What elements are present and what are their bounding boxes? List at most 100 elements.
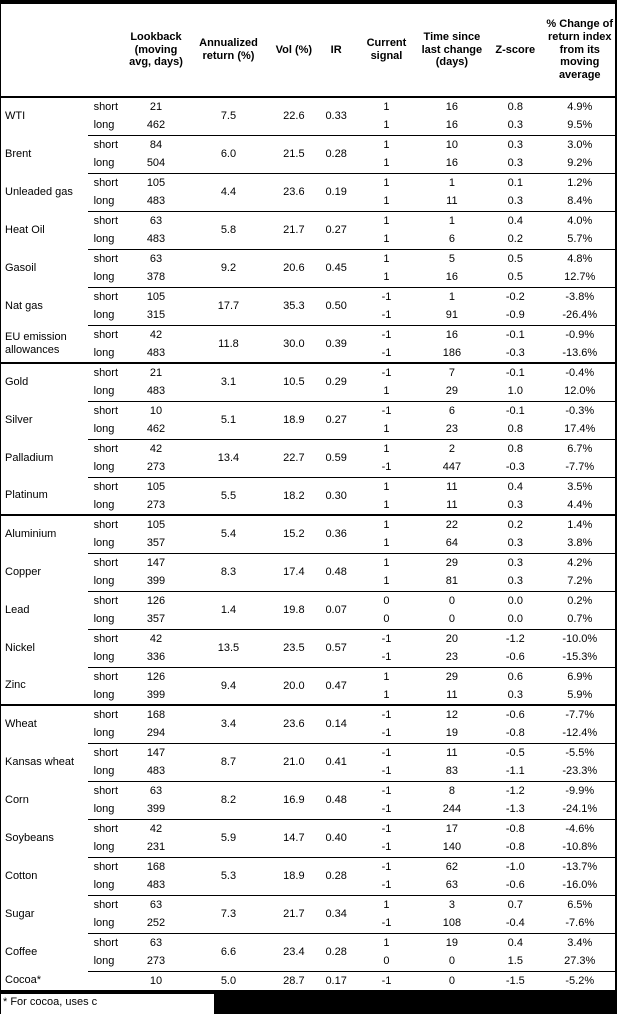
value-cell: 0 xyxy=(355,590,418,610)
value-cell: 483 xyxy=(146,765,166,778)
value-cell: 21.7 xyxy=(270,894,318,933)
value-cell: 19.8 xyxy=(270,590,318,629)
value-cell: -1.5 xyxy=(486,970,545,990)
value-cell: 0.34 xyxy=(317,894,356,933)
commodity-row: long 231 -1 140 -0.8 -10.8% xyxy=(1,838,615,857)
value-cell: 273 xyxy=(146,461,166,474)
value-cell: 1 xyxy=(355,96,418,116)
value-cell: 23.5 xyxy=(270,628,318,667)
commodity-row: long 273 1 11 0.3 4.4% xyxy=(1,496,615,515)
value-cell: 357 xyxy=(146,537,166,550)
value-cell: 12 xyxy=(417,704,487,724)
value-cell: 105 xyxy=(125,514,187,534)
commodity-name-cell: Zinc xyxy=(5,679,26,692)
value-cell: 0.33 xyxy=(317,96,356,135)
leg-cell: short xyxy=(87,362,126,382)
value-cell: 8 xyxy=(417,780,487,800)
commodity-name-cell: Platinum xyxy=(5,489,48,502)
value-cell: -10.0% xyxy=(544,628,615,648)
value-cell: 6 xyxy=(448,233,455,246)
value-cell: 5.4 xyxy=(186,514,271,553)
value-cell: -0.4% xyxy=(544,362,615,382)
commodity-name-cell: Corn xyxy=(5,793,29,806)
col-header-time-since: Time since last change (days) xyxy=(417,4,487,98)
leg-cell: short xyxy=(87,438,126,458)
commodity-name-cell: Wheat xyxy=(1,704,88,743)
commodity-name-cell: Brent xyxy=(5,147,32,160)
value-cell: 1 xyxy=(417,286,487,306)
value-cell: 23.4 xyxy=(270,932,318,971)
value-cell: 6.6 xyxy=(186,932,271,971)
commodity-name-cell: Copper xyxy=(5,565,42,578)
value-cell: 0.0 xyxy=(486,590,545,610)
value-cell: 0 xyxy=(383,955,390,968)
value-cell: 0.28 xyxy=(317,134,356,173)
value-cell: 12.0% xyxy=(564,385,596,398)
value-cell: 22.7 xyxy=(270,438,318,477)
value-cell: 0.14 xyxy=(317,704,356,743)
leg-cell: short xyxy=(87,96,126,116)
value-cell: -0.3% xyxy=(544,400,615,420)
value-cell: 462 xyxy=(146,119,166,132)
value-cell: 1 xyxy=(383,195,390,208)
value-cell: 9.4 xyxy=(186,666,271,705)
value-cell: -1 xyxy=(381,309,392,322)
value-cell: -1 xyxy=(355,362,418,382)
leg-cell: long xyxy=(93,498,115,511)
leg-cell: short xyxy=(87,932,126,952)
value-cell: 1 xyxy=(383,575,390,588)
col-header-annualized-return: Annualized return (%) xyxy=(186,4,271,98)
leg-cell: long xyxy=(93,385,115,398)
commodity-row: Aluminium short 105 5.4 15.2 0.36 1 22 0.2 1.4% xyxy=(1,514,615,553)
value-cell: 0 xyxy=(417,970,487,990)
value-cell: 1 xyxy=(383,385,390,398)
value-cell: 83 xyxy=(445,765,459,778)
value-cell: 0.3 xyxy=(507,195,523,208)
value-cell: 4.8% xyxy=(544,248,615,268)
value-cell: 0.27 xyxy=(317,400,356,439)
value-cell: 3.8% xyxy=(567,537,593,550)
commodity-row: EU emission allowances short 42 11.8 30.0 0.3… xyxy=(1,324,615,363)
leg-cell: long xyxy=(93,537,115,550)
value-cell: 0.36 xyxy=(317,514,356,553)
value-cell: -1 xyxy=(381,651,392,664)
value-cell: 42 xyxy=(125,324,187,344)
value-cell: 483 xyxy=(146,879,166,892)
leg-cell: long xyxy=(93,233,115,246)
value-cell: 0.39 xyxy=(317,324,356,363)
value-cell: 17 xyxy=(417,818,487,838)
value-cell: -0.1 xyxy=(486,400,545,420)
leg-cell: long xyxy=(93,688,115,701)
value-cell: 147 xyxy=(125,552,187,572)
value-cell: -0.8 xyxy=(505,727,525,740)
value-cell: -0.8 xyxy=(486,818,545,838)
value-cell: 462 xyxy=(146,423,166,436)
value-cell: 1 xyxy=(383,688,390,701)
commodity-row: long 462 1 23 0.8 17.4% xyxy=(1,420,615,439)
commodity-row: Soybeans short 42 5.9 14.7 0.40 -1 17 -0.8 -4.6% xyxy=(1,818,615,857)
commodity-name-cell: Palladium xyxy=(5,451,54,464)
leg-cell: short xyxy=(87,552,126,572)
value-cell: 13.5 xyxy=(186,628,271,667)
commodity-row: long 273 0 0 1.5 27.3% xyxy=(1,952,615,971)
value-cell: -0.6 xyxy=(505,879,525,892)
value-cell: -1 xyxy=(381,346,392,359)
header-row: Lookback (moving avg, days) Annualized r… xyxy=(1,4,615,98)
value-cell: 1 xyxy=(417,172,487,192)
value-cell: 0.2 xyxy=(486,514,545,534)
value-cell: -15.3% xyxy=(562,651,598,664)
value-cell: 5.8 xyxy=(186,210,271,249)
value-cell: 35.3 xyxy=(270,286,318,325)
value-cell: -0.5 xyxy=(486,742,545,762)
leg-cell: short xyxy=(87,628,126,648)
value-cell: -1 xyxy=(355,628,418,648)
value-cell: 3.4% xyxy=(544,932,615,952)
value-cell: 29 xyxy=(417,552,487,572)
value-cell: 1 xyxy=(383,233,390,246)
value-cell: 483 xyxy=(146,233,166,246)
value-cell: -1 xyxy=(381,803,392,816)
value-cell: -16.0% xyxy=(562,879,598,892)
commodity-row: long 399 1 81 0.3 7.2% xyxy=(1,572,615,591)
leg-cell: short xyxy=(87,666,126,686)
commodity-row: long 483 1 29 1.0 12.0% xyxy=(1,382,615,401)
